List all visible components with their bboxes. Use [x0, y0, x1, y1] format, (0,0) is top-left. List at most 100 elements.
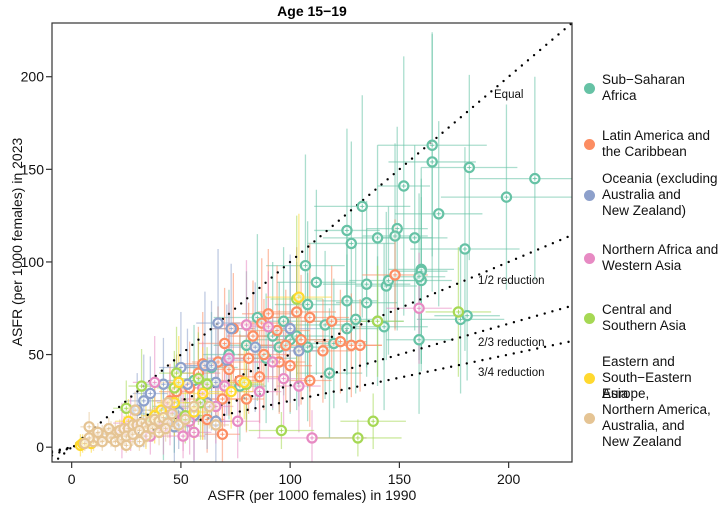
- data-point: [83, 421, 95, 433]
- data-point: [360, 297, 373, 309]
- data-point: [426, 139, 438, 151]
- data-point: [159, 422, 172, 435]
- y-tick-label: 150: [21, 161, 45, 177]
- data-point: [249, 341, 261, 353]
- data-point: [223, 363, 235, 376]
- data-point: [223, 352, 235, 364]
- legend-item: Sub−Saharan Africa: [584, 72, 685, 104]
- reference-line-labels: Equal 1/2 reduction 2/3 reduction 3/4 reduc…: [478, 89, 545, 379]
- data-point: [284, 322, 296, 335]
- data-point: [291, 306, 303, 318]
- data-point: [354, 339, 366, 352]
- y-tick-label: 100: [21, 254, 45, 270]
- data-point: [201, 378, 213, 390]
- data-point: [426, 156, 438, 168]
- data-point: [103, 422, 115, 435]
- data-point: [120, 439, 132, 452]
- data-points: [74, 139, 541, 452]
- data-point: [188, 400, 200, 413]
- x-axis-label: ASFR (per 1000 females) in 1990: [208, 487, 417, 503]
- chart-title: Age 15−19: [277, 3, 347, 19]
- y-tick-label: 50: [28, 347, 44, 363]
- data-point: [129, 404, 141, 416]
- data-point: [293, 345, 305, 357]
- data-point: [293, 380, 305, 392]
- data-point: [166, 408, 178, 420]
- data-point: [216, 428, 229, 440]
- data-point: [242, 352, 255, 364]
- legend-item: Central and Southern Asia: [584, 302, 686, 334]
- data-point: [304, 374, 316, 387]
- data-point: [433, 208, 445, 220]
- legend-item: Latin America and the Caribbean: [584, 128, 710, 160]
- data-point: [253, 385, 266, 398]
- data-point: [317, 345, 329, 357]
- legend-label: Latin America and the Caribbean: [602, 128, 711, 159]
- data-point: [389, 230, 401, 242]
- data-point: [262, 308, 275, 320]
- data-point: [367, 415, 379, 427]
- legend-swatch: [584, 372, 595, 384]
- data-point: [218, 337, 231, 350]
- data-point: [197, 387, 209, 400]
- data-point: [253, 371, 266, 383]
- data-point: [203, 400, 216, 413]
- plot-frame: [51, 22, 573, 463]
- data-point: [177, 430, 189, 442]
- x-axis: 0 50 100 150 200: [68, 462, 521, 487]
- legend-item: Northern Africa and Western Asia: [584, 242, 718, 274]
- data-point: [135, 380, 148, 392]
- data-point: [299, 259, 312, 272]
- data-point: [325, 315, 338, 327]
- legend-label: Central and Southern Asia: [602, 302, 687, 333]
- data-point: [371, 315, 384, 327]
- y-axis: 0 50 100 150 200: [21, 69, 52, 455]
- data-point: [266, 356, 279, 368]
- data-point: [310, 276, 323, 289]
- data-point: [225, 322, 237, 335]
- data-point: [192, 372, 205, 385]
- reference-line-Equal: [52, 23, 572, 462]
- data-point: [173, 376, 185, 389]
- data-point: [529, 172, 541, 185]
- legend-item: Oceania (excluding Australia and New Zea…: [584, 171, 718, 219]
- data-point: [225, 385, 237, 398]
- data-point: [284, 359, 296, 372]
- data-point: [133, 435, 146, 448]
- data-point: [188, 426, 200, 439]
- data-point: [306, 432, 318, 444]
- data-point: [341, 224, 353, 237]
- x-tick-label: 150: [388, 471, 412, 487]
- data-point: [413, 271, 425, 283]
- data-point: [280, 339, 292, 352]
- data-point: [452, 306, 465, 318]
- y-axis-label: ASFR (per 1000 females) in 2023: [9, 138, 25, 347]
- legend-label: Oceania (excluding Australia and New Zea…: [602, 171, 718, 218]
- data-point: [205, 359, 218, 372]
- legend-label: Eastern and South−Eastern Asia: [602, 354, 692, 401]
- legend-item: Eastern and South−Eastern Asia: [584, 354, 720, 402]
- data-point: [413, 302, 425, 314]
- data-point: [148, 376, 161, 389]
- data-point: [232, 415, 244, 427]
- data-point: [334, 335, 347, 348]
- data-point: [360, 278, 373, 290]
- data-point: [179, 413, 191, 426]
- data-point: [212, 317, 224, 329]
- data-point: [304, 311, 316, 324]
- data-point: [277, 315, 290, 327]
- data-point: [277, 372, 290, 385]
- data-point: [408, 232, 421, 244]
- legend-label: Sub−Saharan Africa: [602, 72, 685, 103]
- x-tick-label: 50: [173, 471, 189, 487]
- legend-label: Northern Africa and Western Asia: [602, 242, 719, 273]
- data-point: [389, 269, 401, 281]
- legend-swatch: [584, 412, 595, 424]
- data-point: [275, 424, 288, 437]
- reference-label-Equal: Equal: [494, 89, 523, 101]
- data-point: [500, 191, 513, 203]
- legend-swatch: [584, 252, 595, 264]
- legend-swatch: [584, 138, 595, 150]
- reference-label-half: 1/2 reduction: [478, 275, 545, 287]
- data-point: [144, 387, 157, 400]
